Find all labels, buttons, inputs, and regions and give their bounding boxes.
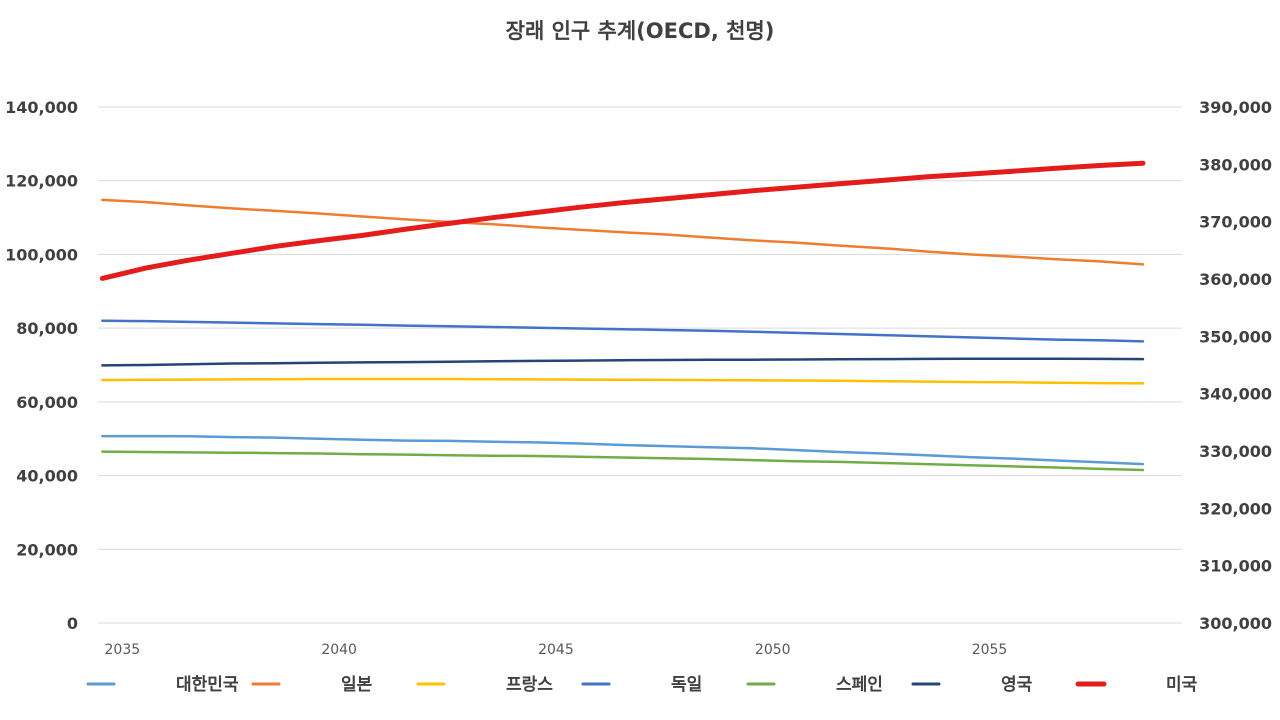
y-left-tick-label: 40,000 (16, 467, 78, 486)
y-right-tick-label: 300,000 (1199, 614, 1272, 633)
series-line-0 (101, 434, 1145, 466)
x-tick-label: 2035 (105, 642, 141, 658)
y-right-tick-label: 360,000 (1199, 270, 1272, 289)
y-right-tick-label: 350,000 (1199, 327, 1272, 346)
y-right-tick-label: 340,000 (1199, 385, 1272, 404)
y-left-tick-label: 20,000 (16, 540, 78, 559)
y-left-tick-label: 60,000 (16, 393, 78, 412)
legend-label: 일본 (341, 675, 373, 695)
y-axis-right: 300,000 310,000 320,000 330,000 340,000 350,0… (1199, 98, 1272, 633)
chart-title: 장래 인구 추계(OECD, 천명) (506, 19, 775, 43)
legend-label: 스페인 (836, 675, 883, 695)
x-tick-label: 2050 (755, 642, 791, 658)
y-right-tick-label: 380,000 (1199, 155, 1272, 174)
legend-label: 독일 (671, 675, 702, 695)
legend-label: 영국 (1001, 675, 1033, 695)
x-axis: 2035 2040 2045 2050 2055 (105, 642, 1008, 658)
series-line-2 (101, 377, 1145, 385)
y-left-tick-label: 100,000 (5, 245, 78, 264)
legend-label: 미국 (1166, 675, 1198, 695)
x-tick-label: 2040 (321, 642, 357, 658)
y-right-tick-label: 320,000 (1199, 499, 1272, 518)
series-line-1 (101, 198, 1145, 266)
y-left-tick-label: 140,000 (5, 98, 78, 117)
y-right-tick-label: 390,000 (1199, 98, 1272, 117)
series-line-5 (101, 357, 1145, 367)
y-left-tick-label: 120,000 (5, 172, 78, 191)
legend-label: 프랑스 (506, 675, 553, 695)
x-tick-label: 2045 (538, 642, 574, 658)
y-right-tick-label: 370,000 (1199, 213, 1272, 232)
y-left-tick-label: 80,000 (16, 319, 78, 338)
x-tick-label: 2055 (972, 642, 1008, 658)
series-lines (99, 160, 1146, 472)
gridlines (98, 106, 1182, 624)
y-axis-left: 0 20,000 40,000 60,000 80,000 100,000 120,000 1… (5, 98, 78, 633)
y-left-tick-label: 0 (67, 614, 78, 633)
legend-label: 대한민국 (176, 675, 239, 695)
y-right-tick-label: 310,000 (1199, 557, 1272, 576)
series-line-3 (101, 319, 1145, 343)
y-right-tick-label: 330,000 (1199, 442, 1272, 461)
series-line-4 (101, 450, 1145, 472)
legend: 대한민국 일본 프랑스 독일 스페인 영국 미국 (86, 675, 1198, 695)
series-line-6 (99, 160, 1146, 281)
